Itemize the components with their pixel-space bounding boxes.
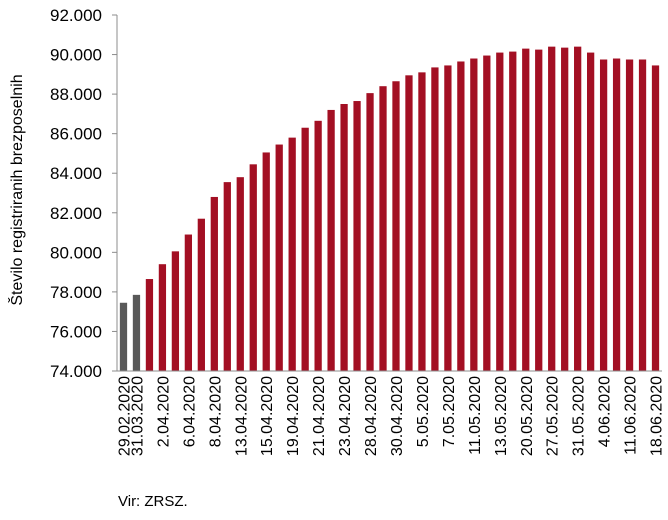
bar-22.04.2020 xyxy=(327,109,335,371)
bar-9.06.2020 xyxy=(612,58,621,372)
x-tick-label: 11.05.2020 xyxy=(467,376,484,455)
x-tick-label: 13.04.2020 xyxy=(233,376,250,456)
bar-16.04.2020 xyxy=(275,144,283,371)
y-tick-label: 74.000 xyxy=(50,362,102,381)
x-tick-label: 23.04.2020 xyxy=(337,376,354,456)
axes xyxy=(116,15,662,372)
x-tick-label: 15.04.2020 xyxy=(259,376,276,456)
x-tick-label: 5.05.2020 xyxy=(415,376,432,447)
bar-8.04.2020 xyxy=(210,196,218,371)
bar-21.04.2020 xyxy=(314,120,322,371)
bar-11.06.2020 xyxy=(625,59,634,371)
x-tick-label: 4.06.2020 xyxy=(597,376,614,447)
bars xyxy=(119,46,660,372)
bar-5.05.2020 xyxy=(418,72,426,371)
x-tick-label: 7.05.2020 xyxy=(441,376,458,447)
bar-29.02.2020 xyxy=(119,302,128,371)
bar-20.05.2020 xyxy=(522,48,530,371)
bar-31.03.2020 xyxy=(132,294,141,371)
y-tick-label: 78.000 xyxy=(50,283,102,302)
x-tick-label: 20.05.2020 xyxy=(519,376,536,456)
bar-21.05.2020 xyxy=(535,49,543,371)
bar-31.05.2020 xyxy=(574,46,582,372)
bar-20.04.2020 xyxy=(301,127,309,371)
bar-14.04.2020 xyxy=(249,164,257,371)
bar-8.05.2020 xyxy=(457,61,465,371)
bar-4.05.2020 xyxy=(405,75,413,372)
x-tick-label: 31.05.2020 xyxy=(571,376,588,456)
x-tick-label: 27.05.2020 xyxy=(545,376,562,456)
y-tick-label: 90.000 xyxy=(50,46,102,65)
x-tick-label: 18.06.2020 xyxy=(649,376,666,456)
y-tick-label: 88.000 xyxy=(50,85,102,104)
y-tick-label: 84.000 xyxy=(50,164,102,183)
y-tick-label: 86.000 xyxy=(50,125,102,144)
bar-13.04.2020 xyxy=(236,177,244,371)
y-tick-label: 92.000 xyxy=(50,6,102,25)
source-note: Vir: ZRSZ. xyxy=(118,493,188,510)
bar-19.04.2020 xyxy=(288,137,296,371)
y-axis-label: Število registriranih brezposelnih xyxy=(7,74,26,305)
bar-14.05.2020 xyxy=(509,51,517,371)
x-tick-label: 30.04.2020 xyxy=(389,376,406,456)
x-tick-label: 29.02.2020 xyxy=(116,376,133,456)
bar-9.04.2020 xyxy=(223,182,231,371)
x-tick-label: 19.04.2020 xyxy=(285,376,302,456)
bar-15.04.2020 xyxy=(262,152,270,371)
x-tick-label: 6.04.2020 xyxy=(181,376,198,447)
x-tick-label: 2.04.2020 xyxy=(155,376,172,447)
x-tick-label: 8.04.2020 xyxy=(207,376,224,447)
bar-15.06.2020 xyxy=(638,59,647,371)
bar-3.04.2020 xyxy=(171,251,180,371)
bar-7.05.2020 xyxy=(444,65,452,371)
bar-18.06.2020 xyxy=(651,65,660,371)
bar-2.06.2020 xyxy=(586,52,595,371)
x-tick-label: 13.05.2020 xyxy=(493,376,510,456)
bar-29.04.2020 xyxy=(379,86,387,371)
x-tick-label: 11.06.2020 xyxy=(623,376,640,455)
x-tick-label: 21.04.2020 xyxy=(311,376,328,456)
bar-4.06.2020 xyxy=(599,59,608,371)
bar-24.04.2020 xyxy=(353,101,361,372)
bar-chart: 74.000 76.000 78.000 80.000 82.000 84.000 86.0… xyxy=(7,6,666,456)
bar-28.04.2020 xyxy=(366,93,374,371)
bar-30.04.2020 xyxy=(392,81,400,371)
x-tick-label: 28.04.2020 xyxy=(363,376,380,456)
bar-13.05.2020 xyxy=(496,52,504,371)
bar-6.04.2020 xyxy=(184,234,193,371)
y-tick-label: 80.000 xyxy=(50,243,102,262)
bar-28.05.2020 xyxy=(561,47,569,372)
y-tick-label: 82.000 xyxy=(50,204,102,223)
bar-2.04.2020 xyxy=(158,264,167,371)
bar-1.04.2020 xyxy=(145,279,154,371)
bar-23.04.2020 xyxy=(340,104,348,371)
bar-11.05.2020 xyxy=(470,58,478,372)
bar-27.05.2020 xyxy=(548,46,556,372)
bar-6.05.2020 xyxy=(431,67,439,372)
y-tick-label: 76.000 xyxy=(50,322,102,341)
bar-12.05.2020 xyxy=(483,55,491,372)
y-axis-ticks: 74.000 76.000 78.000 80.000 82.000 84.000 86.0… xyxy=(50,6,117,381)
x-tick-label: 31.03.2020 xyxy=(129,376,146,456)
bar-7.04.2020 xyxy=(197,218,205,371)
